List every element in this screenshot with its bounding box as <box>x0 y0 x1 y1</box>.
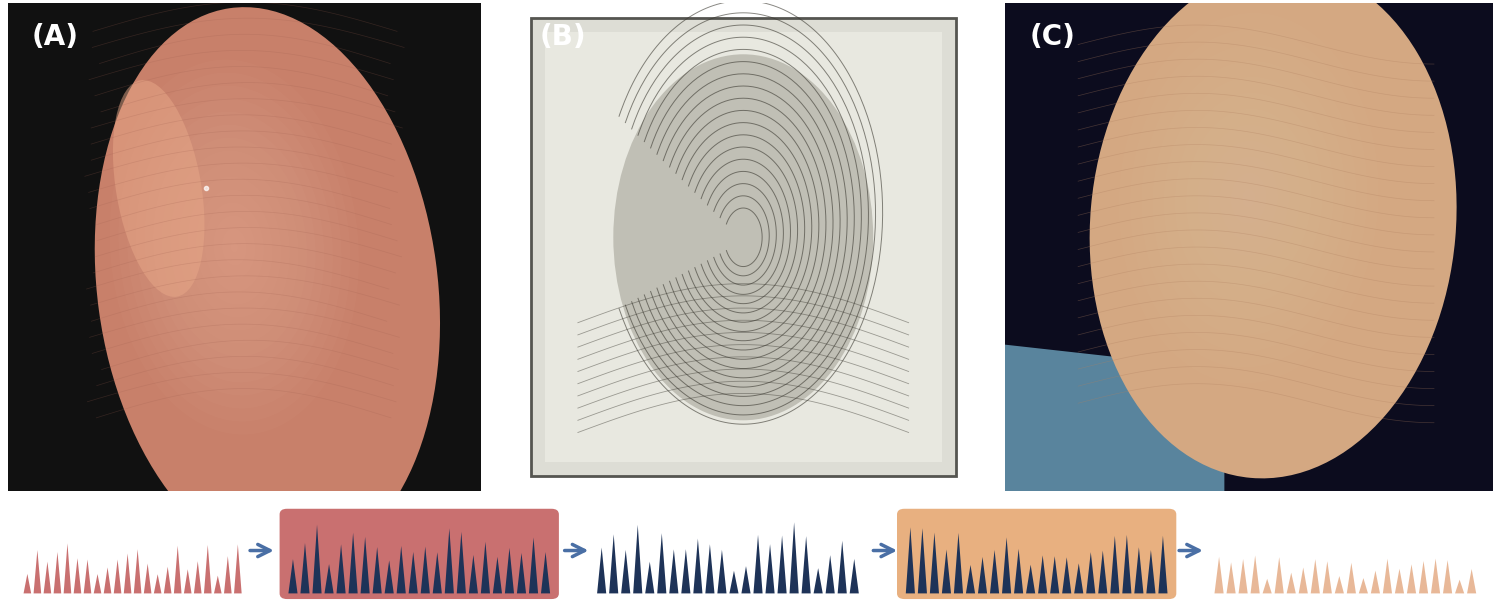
Text: (C): (C) <box>1029 23 1075 51</box>
Ellipse shape <box>1089 0 1456 478</box>
FancyBboxPatch shape <box>279 509 560 599</box>
Text: (B): (B) <box>540 23 586 51</box>
Polygon shape <box>904 527 1168 594</box>
FancyBboxPatch shape <box>544 32 942 462</box>
Ellipse shape <box>112 80 204 297</box>
Ellipse shape <box>94 7 440 565</box>
FancyBboxPatch shape <box>897 509 1176 599</box>
Polygon shape <box>1005 345 1224 491</box>
Ellipse shape <box>614 54 873 420</box>
FancyBboxPatch shape <box>531 18 956 476</box>
Polygon shape <box>596 522 861 594</box>
Polygon shape <box>286 525 552 594</box>
Text: (A): (A) <box>32 23 78 51</box>
Polygon shape <box>22 544 243 594</box>
Polygon shape <box>1214 556 1478 594</box>
